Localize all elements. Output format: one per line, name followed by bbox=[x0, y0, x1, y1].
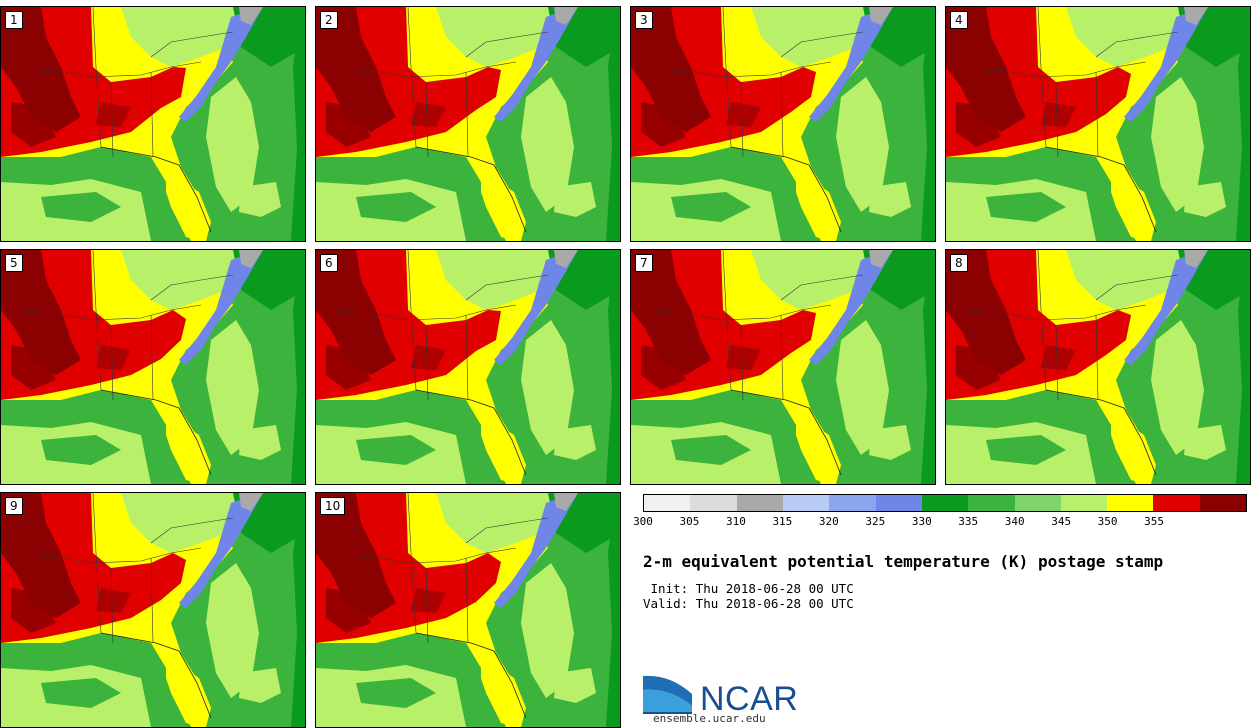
colorbar-segment bbox=[1199, 495, 1247, 511]
member-label: 3 bbox=[635, 11, 653, 29]
member-label: 10 bbox=[320, 497, 346, 515]
member-label: 6 bbox=[320, 254, 338, 272]
member-panel-3: 3 bbox=[630, 6, 936, 242]
member-panel-5: 5 bbox=[0, 249, 306, 485]
member-label: 2 bbox=[320, 11, 338, 29]
colorbar-segment bbox=[968, 495, 1015, 511]
colorbar-ticks: 300 305 310 315 320 325 330 335 340 345 350 355 bbox=[633, 515, 1247, 531]
logo-url: ensemble.ucar.edu bbox=[653, 712, 766, 725]
member-panel-8: 8 bbox=[945, 249, 1251, 485]
member-panel-2: 2 bbox=[315, 6, 621, 242]
colorbar-segment bbox=[1107, 495, 1154, 511]
colorbar bbox=[643, 494, 1247, 512]
colorbar-tick-label: 345 bbox=[1051, 515, 1072, 528]
colorbar-segment bbox=[1153, 495, 1200, 511]
member-label: 4 bbox=[950, 11, 968, 29]
colorbar-tick-label: 350 bbox=[1097, 515, 1118, 528]
member-panel-6: 6 bbox=[315, 249, 621, 485]
colorbar-tick-label: 315 bbox=[772, 515, 793, 528]
member-label: 7 bbox=[635, 254, 653, 272]
colorbar-tick-label: 330 bbox=[911, 515, 932, 528]
member-panel-10: 10 bbox=[315, 492, 621, 728]
member-label: 8 bbox=[950, 254, 968, 272]
member-label: 1 bbox=[5, 11, 23, 29]
member-label: 5 bbox=[5, 254, 23, 272]
colorbar-tick-label: 335 bbox=[958, 515, 979, 528]
member-label: 9 bbox=[5, 497, 23, 515]
member-panel-1: 1 bbox=[0, 6, 306, 242]
colorbar-segment bbox=[644, 495, 691, 511]
valid-time: Valid: Thu 2018-06-28 00 UTC bbox=[643, 596, 854, 611]
member-panel-7: 7 bbox=[630, 249, 936, 485]
colorbar-tick-label: 340 bbox=[1004, 515, 1025, 528]
colorbar-segment bbox=[690, 495, 737, 511]
colorbar-segment bbox=[829, 495, 876, 511]
init-time: Init: Thu 2018-06-28 00 UTC bbox=[643, 581, 854, 596]
colorbar-segment bbox=[875, 495, 922, 511]
colorbar-tick-label: 320 bbox=[818, 515, 839, 528]
colorbar-segment bbox=[736, 495, 783, 511]
member-panel-4: 4 bbox=[945, 6, 1251, 242]
colorbar-segment bbox=[921, 495, 969, 511]
colorbar-segment bbox=[1014, 495, 1061, 511]
colorbar-segment bbox=[782, 495, 830, 511]
colorbar-tick-label: 310 bbox=[725, 515, 746, 528]
member-panel-9: 9 bbox=[0, 492, 306, 728]
plot-title: 2-m equivalent potential temperature (K)… bbox=[643, 552, 1164, 571]
ncar-logo-text: NCAR bbox=[700, 680, 799, 718]
ncar-logo-icon bbox=[643, 675, 692, 714]
colorbar-tick-label: 300 bbox=[633, 515, 653, 528]
colorbar-tick-label: 305 bbox=[679, 515, 700, 528]
colorbar-segment bbox=[1060, 495, 1108, 511]
colorbar-tick-label: 325 bbox=[865, 515, 886, 528]
colorbar-tick-label: 355 bbox=[1144, 515, 1164, 528]
